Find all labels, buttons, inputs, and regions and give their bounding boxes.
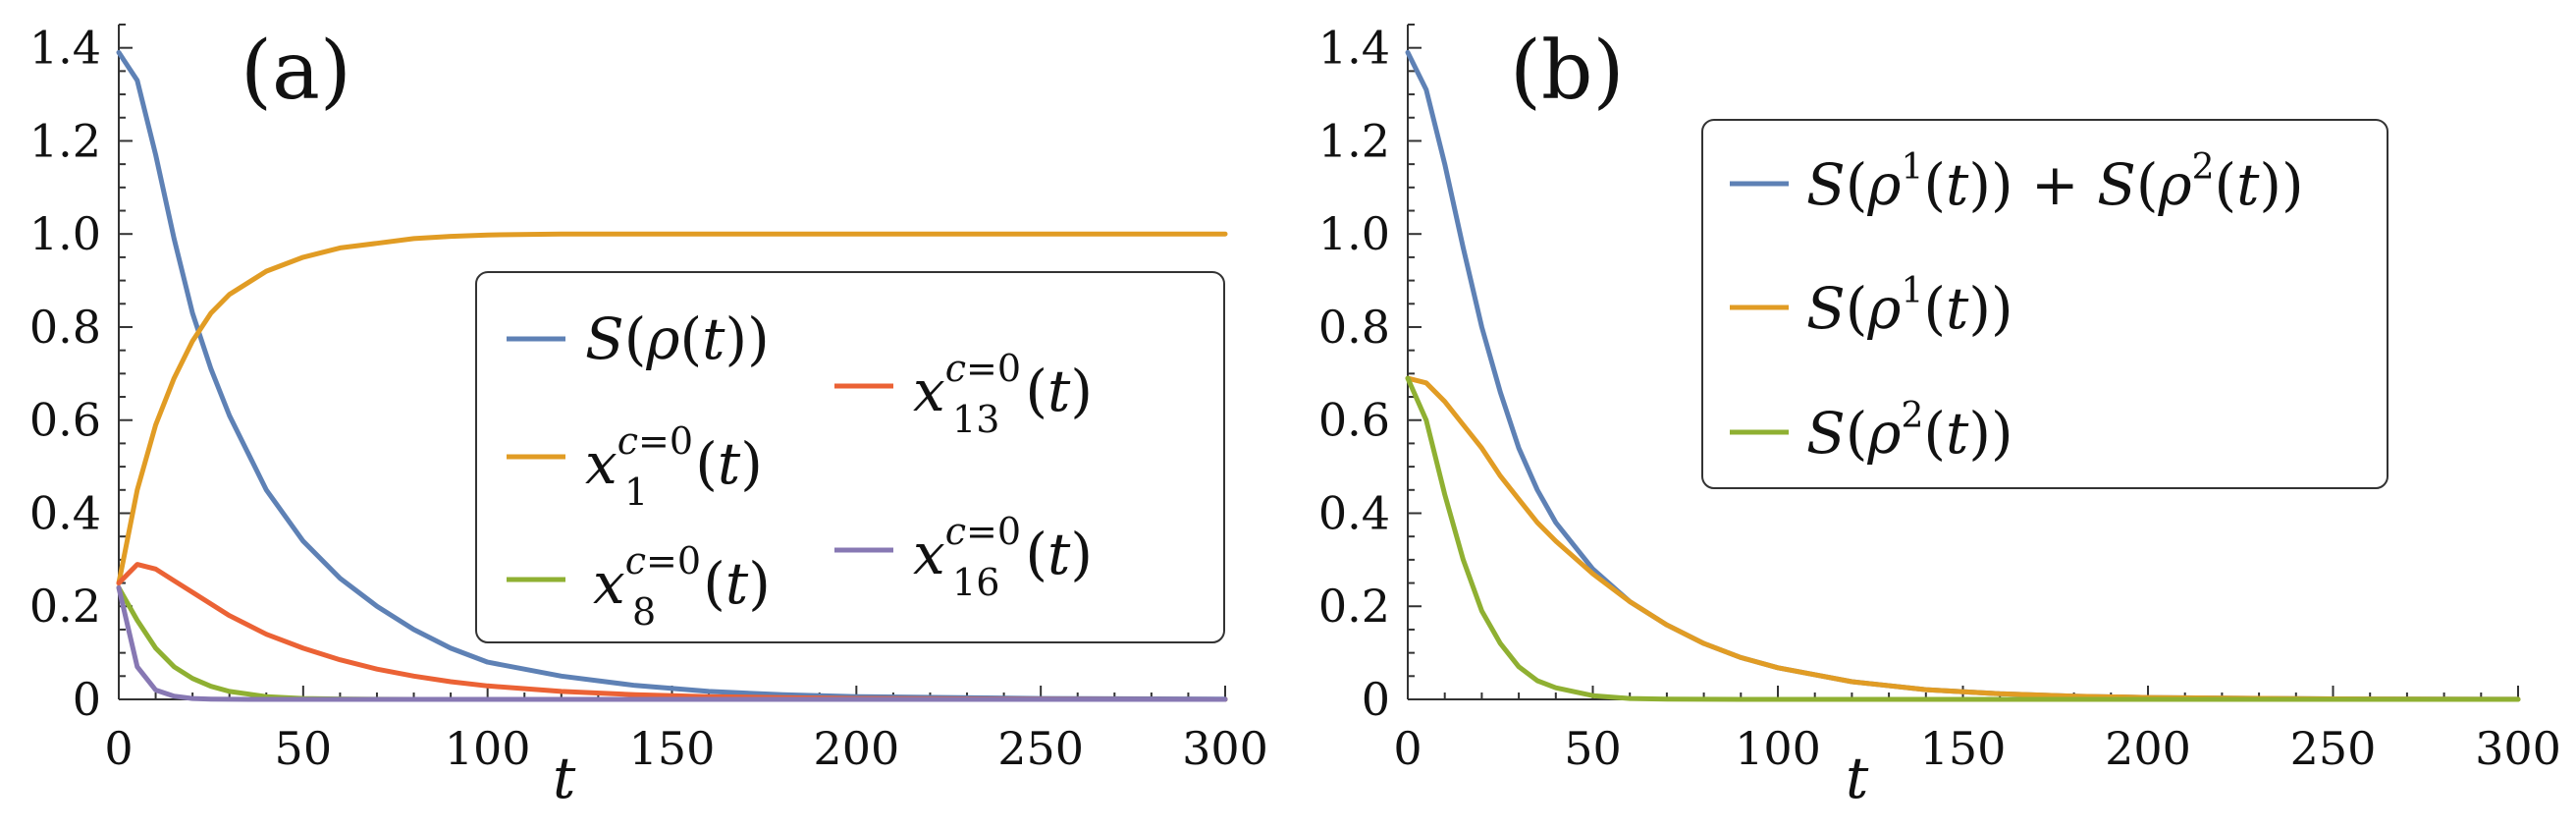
panel-a-x-tick-label: 50 — [275, 722, 333, 775]
panel-b-y-tick-label: 0 — [1362, 673, 1390, 726]
legend-label-s-rho: S(ρ(t)) — [585, 305, 770, 372]
panel-a-x-tick-label: 0 — [104, 722, 133, 775]
panel-b-y-tick-label: 1.0 — [1318, 207, 1390, 260]
panel-b-x-tick-label: 200 — [2105, 722, 2191, 775]
panel-b-series — [1405, 49, 2521, 702]
panel-b-legend-item-s2: S(ρ2(t)) — [1730, 396, 2013, 467]
panel-a-legend: S(ρ(t)) xc=0 1 (t) xc=0 8 (t) xc=0 13 (t) — [475, 271, 1225, 643]
panel-b: 0 0.2 0.4 0.6 0.8 1.0 1.2 1.4 0 50 100 150 200 250 300… — [1318, 22, 2561, 811]
panel-a-y-tick-label: 1.2 — [29, 114, 101, 167]
legend-label-s2: S(ρ2(t)) — [1806, 396, 2013, 467]
panel-b-legend-box — [1701, 119, 2388, 489]
panel-b-series-line-1 — [1405, 375, 2521, 702]
panel-b-x-tick-label: 100 — [1735, 722, 1821, 775]
legend-label-s1: S(ρ1(t)) — [1806, 271, 2013, 342]
panel-b-x-tick-label: 300 — [2475, 722, 2561, 775]
panel-a-y-tick-label: 1.0 — [29, 207, 101, 260]
panel-b-y-tick-label: 1.4 — [1318, 22, 1390, 75]
panel-a: 0 0.2 0.4 0.6 0.8 1.0 1.2 1.4 0 50 100 150 200 250 300… — [29, 22, 1268, 811]
panel-b-tick-labels: 0 0.2 0.4 0.6 0.8 1.0 1.2 1.4 0 50 100 150 200 250 300 — [1318, 22, 2561, 775]
panel-a-x-tick-label: 100 — [445, 722, 531, 775]
panel-b-x-tick-label: 150 — [1920, 722, 2007, 775]
panel-a-series-line-4 — [116, 584, 1228, 702]
panel-a-x-tick-label: 200 — [813, 722, 899, 775]
panel-b-label: (b) — [1510, 25, 1624, 118]
panel-a-x-tick-label: 300 — [1182, 722, 1268, 775]
panel-a-y-tick-label: 0.4 — [29, 486, 101, 539]
panel-b-series-line-2 — [1405, 375, 2521, 702]
panel-a-series-line-1 — [116, 231, 1228, 586]
panel-b-y-tick-label: 0.6 — [1318, 394, 1390, 447]
legend-label-sum: S(ρ1(t)) + S(ρ2(t)) — [1806, 147, 2304, 218]
panel-b-legend-item-s1: S(ρ1(t)) — [1730, 271, 2013, 342]
panel-a-y-tick-label: 0.8 — [29, 301, 101, 354]
panel-a-tick-labels: 0 0.2 0.4 0.6 0.8 1.0 1.2 1.4 0 50 100 150 200 250 300 — [29, 22, 1268, 775]
panel-a-y-tick-label: 1.4 — [29, 22, 101, 75]
panel-b-x-axis-title: t — [1846, 745, 1869, 811]
panel-b-x-tick-label: 250 — [2290, 722, 2377, 775]
panel-a-legend-box — [475, 271, 1225, 643]
panel-b-y-tick-label: 0.2 — [1318, 580, 1390, 633]
panel-a-x-tick-label: 150 — [629, 722, 716, 775]
panel-a-label: (a) — [241, 25, 351, 118]
panel-a-y-tick-label: 0.2 — [29, 580, 101, 633]
panel-a-y-tick-label: 0 — [73, 673, 101, 726]
panel-b-x-tick-label: 50 — [1564, 722, 1622, 775]
panel-a-y-tick-label: 0.6 — [29, 394, 101, 447]
panel-b-x-tick-label: 0 — [1393, 722, 1422, 775]
panel-b-legend-item-sum: S(ρ1(t)) + S(ρ2(t)) — [1730, 147, 2304, 218]
panel-b-y-tick-label: 1.2 — [1318, 114, 1390, 167]
panel-b-y-tick-label: 0.8 — [1318, 301, 1390, 354]
panel-a-legend-item-s: S(ρ(t)) — [507, 305, 770, 372]
panel-a-x-axis-title: t — [553, 745, 576, 811]
panel-b-legend: S(ρ1(t)) + S(ρ2(t)) S(ρ1(t)) S(ρ2(t)) — [1701, 119, 2388, 489]
panel-a-series — [116, 49, 1228, 702]
panel-b-y-tick-label: 0.4 — [1318, 486, 1390, 539]
panel-a-x-tick-label: 250 — [997, 722, 1084, 775]
panel-a-series-line-0 — [116, 49, 1228, 702]
